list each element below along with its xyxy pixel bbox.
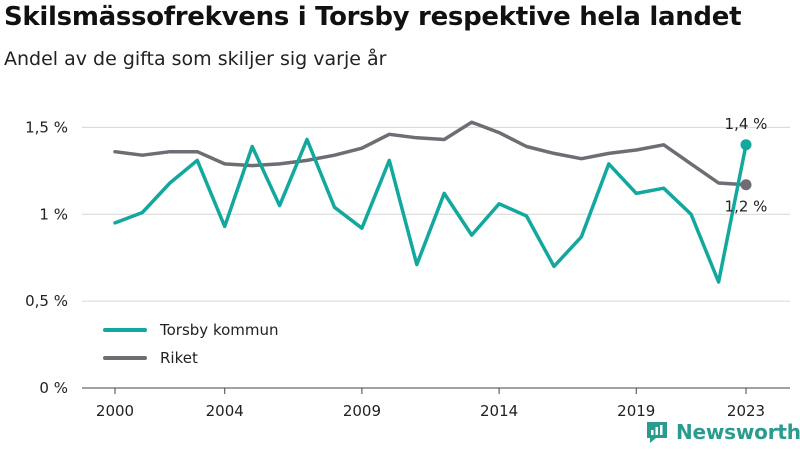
- brand-logo: Newsworthy: [644, 419, 800, 445]
- newsworthy-logo-icon: [647, 422, 667, 443]
- x-tick-label: 2009: [343, 402, 381, 420]
- grid-lines: [82, 126, 790, 389]
- end-label-riket: 1,2 %: [725, 198, 768, 216]
- x-tick-label: 2019: [617, 402, 655, 420]
- y-tick-label: 1 %: [39, 205, 68, 223]
- series-lines: [113, 120, 752, 284]
- series-line-riket: [113, 120, 748, 187]
- series-line-torsby: [113, 137, 748, 284]
- y-tick-label: 0,5 %: [25, 292, 68, 310]
- chart-subtitle: Andel av de gifta som skiljer sig varje …: [4, 48, 387, 70]
- y-tick-label: 1,5 %: [25, 118, 68, 136]
- brand-name: Newsworthy: [676, 420, 800, 444]
- x-tick-label: 2004: [206, 402, 244, 420]
- legend-label: Riket: [160, 349, 198, 367]
- x-tick-label: 2000: [96, 402, 134, 420]
- legend-label: Torsby kommun: [159, 321, 279, 339]
- end-label-torsby: 1,4 %: [725, 115, 768, 133]
- x-tick-label: 2014: [480, 402, 518, 420]
- end-point-torsby: [740, 139, 752, 151]
- y-tick-label: 0 %: [39, 379, 68, 397]
- x-axis-ticks: 2000 2004 2009 2014 2019 2023: [96, 388, 765, 420]
- x-tick-label: 2023: [727, 402, 765, 420]
- y-axis-ticks: 0 % 0,5 % 1 % 1,5 %: [25, 118, 68, 397]
- end-point-riket: [740, 179, 752, 191]
- end-labels: 1,2 % 1,4 %: [725, 115, 768, 216]
- legend: Torsby kommun Riket: [103, 321, 279, 367]
- chart-title: Skilsmässofrekvens i Torsby respektive h…: [4, 2, 742, 32]
